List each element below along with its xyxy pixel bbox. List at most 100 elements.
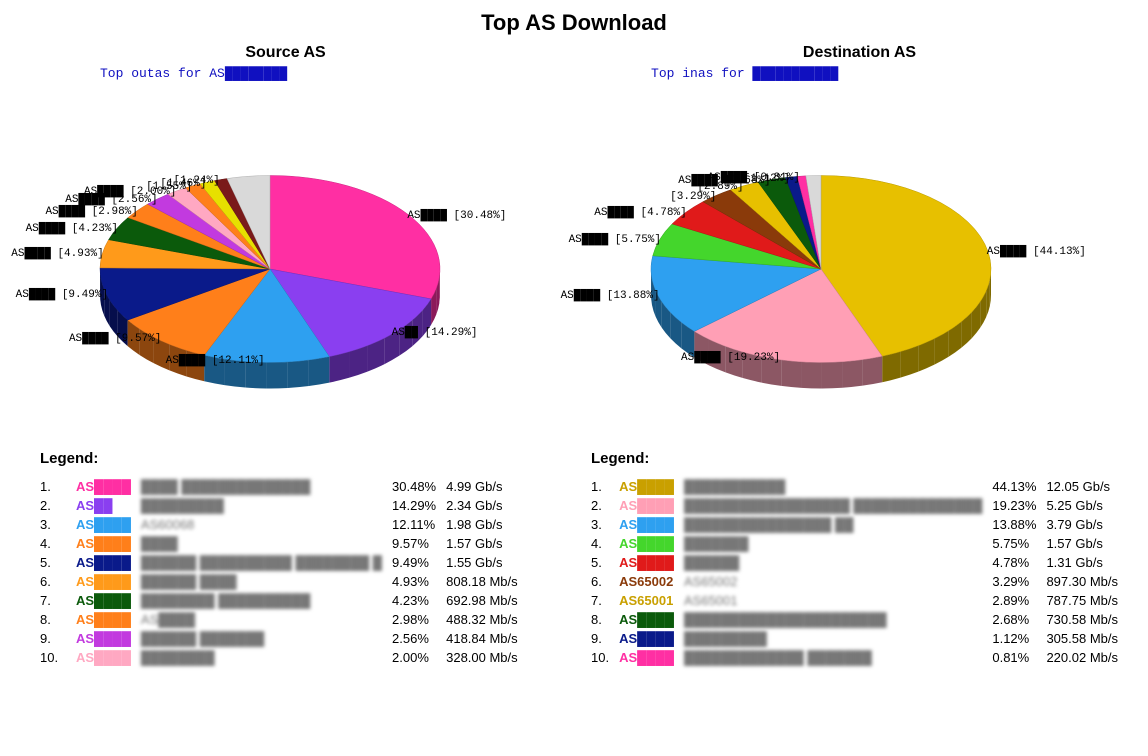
legend-asn: AS████: [619, 496, 684, 515]
legend-rate: 4.99 Gb/s: [446, 477, 528, 496]
legend-asn: AS████: [619, 534, 684, 553]
left-caption: Top outas for AS████████: [100, 66, 287, 81]
legend-rank: 6.: [40, 572, 76, 591]
legend-row: 8.AS██████████████████████████2.68%730.5…: [591, 610, 1128, 629]
legend-rank: 7.: [591, 591, 619, 610]
legend-pct: 9.57%: [392, 534, 446, 553]
legend-name: ████ ██████████████: [141, 477, 392, 496]
legend-rate: 12.05 Gb/s: [1046, 477, 1128, 496]
legend-rank: 6.: [591, 572, 619, 591]
legend-rate: 787.75 Mb/s: [1046, 591, 1128, 610]
legend-rank: 8.: [591, 610, 619, 629]
legend-pct: 13.88%: [992, 515, 1046, 534]
legend-rank: 7.: [40, 591, 76, 610]
legend-row: 9.AS██████████ ███████2.56%418.84 Mb/s: [40, 629, 528, 648]
legend-name: ██████ ████: [141, 572, 392, 591]
legend-row: 4.AS████████9.57%1.57 Gb/s: [40, 534, 528, 553]
legend-rate: 692.98 Mb/s: [446, 591, 528, 610]
legend-asn: AS████: [619, 629, 684, 648]
legend-name: ██████████████████ ██████████████: [684, 496, 992, 515]
legend-pct: 5.75%: [992, 534, 1046, 553]
legend-name: ████████ ██████████: [141, 591, 392, 610]
legend-pct: 1.12%: [992, 629, 1046, 648]
legend-name: AS65001: [684, 591, 992, 610]
legend-asn: AS████: [76, 629, 141, 648]
legend-row: 3.AS████AS6006812.11%1.98 Gb/s: [40, 515, 528, 534]
legend-rank: 5.: [40, 553, 76, 572]
pie-slice-label: AS████ [30.48%]: [407, 210, 506, 222]
legend-asn: AS████: [76, 572, 141, 591]
legend-rank: 9.: [591, 629, 619, 648]
pie-slice-label: AS████ [19.23%]: [681, 352, 780, 364]
legend-name: █████████: [684, 629, 992, 648]
legend-pct: 9.49%: [392, 553, 446, 572]
legend-row: 2.AS██████████████████████ █████████████…: [591, 496, 1128, 515]
pie-slice-label: AS████ [4.23%]: [26, 223, 118, 235]
legend-row: 6.AS██████████ ████4.93%808.18 Mb/s: [40, 572, 528, 591]
legend-name: AS65002: [684, 572, 992, 591]
legend-rank: 1.: [591, 477, 619, 496]
legend-rank: 2.: [591, 496, 619, 515]
left-chart-title: Source AS: [40, 44, 531, 62]
legend-rank: 5.: [591, 553, 619, 572]
pie-slice-label: AS████ [9.49%]: [16, 289, 108, 301]
pie-slice-label: AS████ [4.78%]: [594, 207, 686, 219]
legend-name: █████████: [141, 496, 392, 515]
legend-rank: 4.: [40, 534, 76, 553]
legend-name: ██████ ██████████ ████████ █: [141, 553, 392, 572]
legend-rate: 418.84 Mb/s: [446, 629, 528, 648]
legend-row: 5.AS██████████ ██████████ ████████ █9.49…: [40, 553, 528, 572]
legend-pct: 4.23%: [392, 591, 446, 610]
legend-pct: 4.93%: [392, 572, 446, 591]
legend-asn: AS65001: [619, 591, 684, 610]
legend-pct: 2.56%: [392, 629, 446, 648]
pie-slice-label: AS████ [13.88%]: [561, 290, 660, 302]
left-legend-heading: Legend:: [40, 450, 531, 467]
legend-rate: 897.30 Mb/s: [1046, 572, 1128, 591]
legend-asn: AS████: [76, 477, 141, 496]
legend-rate: 1.31 Gb/s: [1046, 553, 1128, 572]
legend-asn: AS████: [76, 534, 141, 553]
legend-rate: 488.32 Mb/s: [446, 610, 528, 629]
legend-asn: AS████: [76, 515, 141, 534]
legend-rate: 220.02 Mb/s: [1046, 648, 1128, 667]
legend-pct: 4.78%: [992, 553, 1046, 572]
legend-rate: 1.55 Gb/s: [446, 553, 528, 572]
legend-asn: AS████: [619, 648, 684, 667]
legend-pct: 2.68%: [992, 610, 1046, 629]
legend-name: ███████████: [684, 477, 992, 496]
legend-rank: 3.: [591, 515, 619, 534]
left-chart-area: Top outas for AS████████ AS████ [30.48%]…: [40, 64, 510, 444]
legend-row: 10.AS████████████2.00%328.00 Mb/s: [40, 648, 528, 667]
legend-name: █████████████ ███████: [684, 648, 992, 667]
legend-name: ██████ ███████: [141, 629, 392, 648]
legend-rank: 3.: [40, 515, 76, 534]
legend-rate: 2.34 Gb/s: [446, 496, 528, 515]
pie-slice-label: AS████ [4.93%]: [11, 248, 103, 260]
legend-pct: 19.23%: [992, 496, 1046, 515]
pie-slice-label: AS████ [5.75%]: [569, 234, 661, 246]
legend-asn: AS██: [76, 496, 141, 515]
legend-row: 7.AS████████████ ██████████4.23%692.98 M…: [40, 591, 528, 610]
legend-asn: AS████: [619, 477, 684, 496]
legend-rank: 10.: [40, 648, 76, 667]
legend-row: 4.AS███████████5.75%1.57 Gb/s: [591, 534, 1128, 553]
legend-rank: 2.: [40, 496, 76, 515]
legend-pct: 12.11%: [392, 515, 446, 534]
legend-name: ████████████████ ██: [684, 515, 992, 534]
legend-asn: AS65002: [619, 572, 684, 591]
legend-row: 6.AS65002AS650023.29%897.30 Mb/s: [591, 572, 1128, 591]
legend-row: 10.AS█████████████████ ███████0.81%220.0…: [591, 648, 1128, 667]
legend-asn: AS████: [76, 648, 141, 667]
pie-slice-label: AS████ [9.57%]: [69, 333, 161, 345]
right-chart-title: Destination AS: [591, 44, 1128, 62]
legend-rate: 5.25 Gb/s: [1046, 496, 1128, 515]
legend-pct: 0.81%: [992, 648, 1046, 667]
legend-row: 3.AS████████████████████ ██13.88%3.79 Gb…: [591, 515, 1128, 534]
legend-rate: 3.79 Gb/s: [1046, 515, 1128, 534]
pie-slice-label: AS████ [12.11%]: [166, 355, 265, 367]
legend-rank: 4.: [591, 534, 619, 553]
legend-rank: 10.: [591, 648, 619, 667]
pie-slice-label: AS████ [44.13%]: [987, 246, 1086, 258]
legend-name: ███████: [684, 534, 992, 553]
